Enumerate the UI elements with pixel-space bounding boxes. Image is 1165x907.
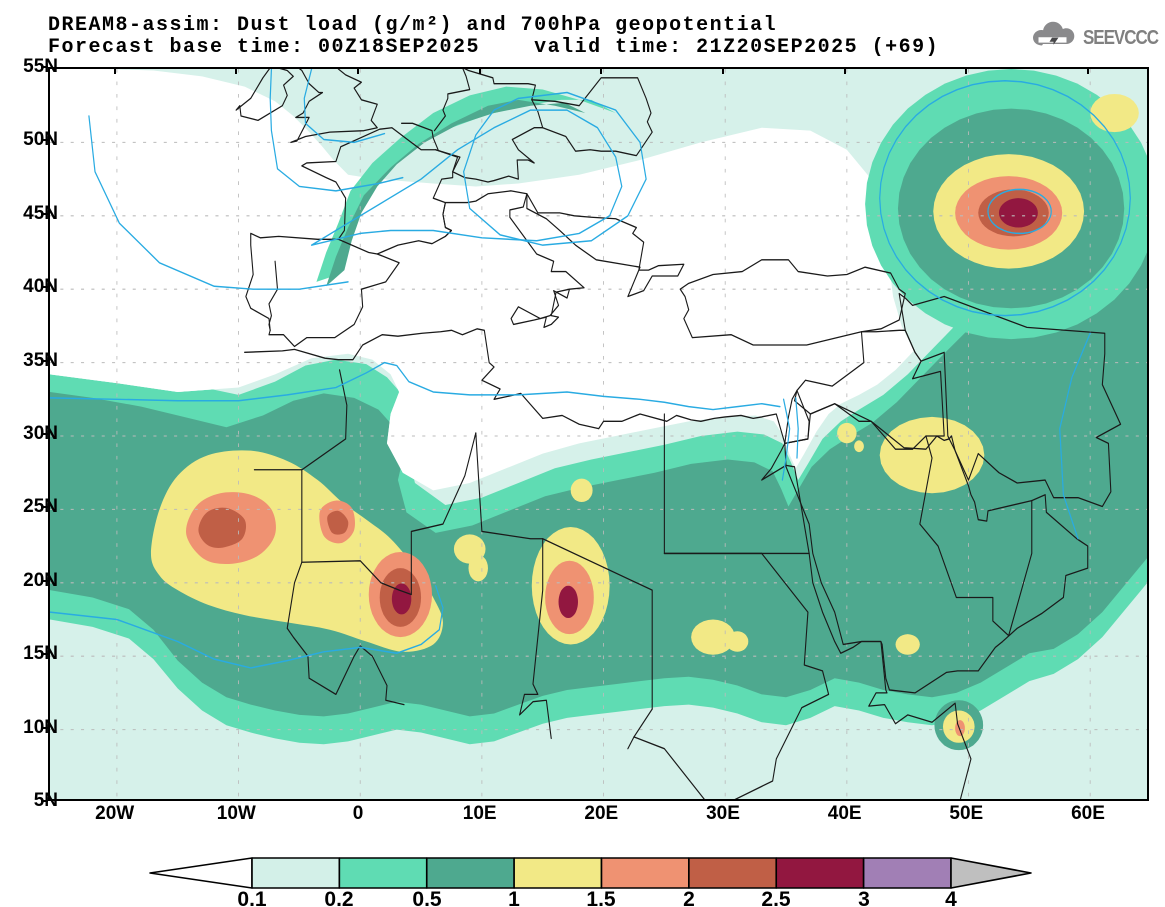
svg-text:4: 4: [945, 888, 957, 907]
svg-text:1: 1: [508, 888, 520, 907]
svg-text:SEEVCCC: SEEVCCC: [1083, 26, 1159, 49]
svg-text:0.2: 0.2: [324, 888, 353, 907]
svg-text:0.1: 0.1: [237, 888, 267, 907]
svg-text:2: 2: [683, 888, 695, 907]
svg-text:1.5: 1.5: [586, 888, 616, 907]
svg-text:0.5: 0.5: [412, 888, 442, 907]
svg-text:3: 3: [858, 888, 870, 907]
svg-text:2.5: 2.5: [761, 888, 791, 907]
